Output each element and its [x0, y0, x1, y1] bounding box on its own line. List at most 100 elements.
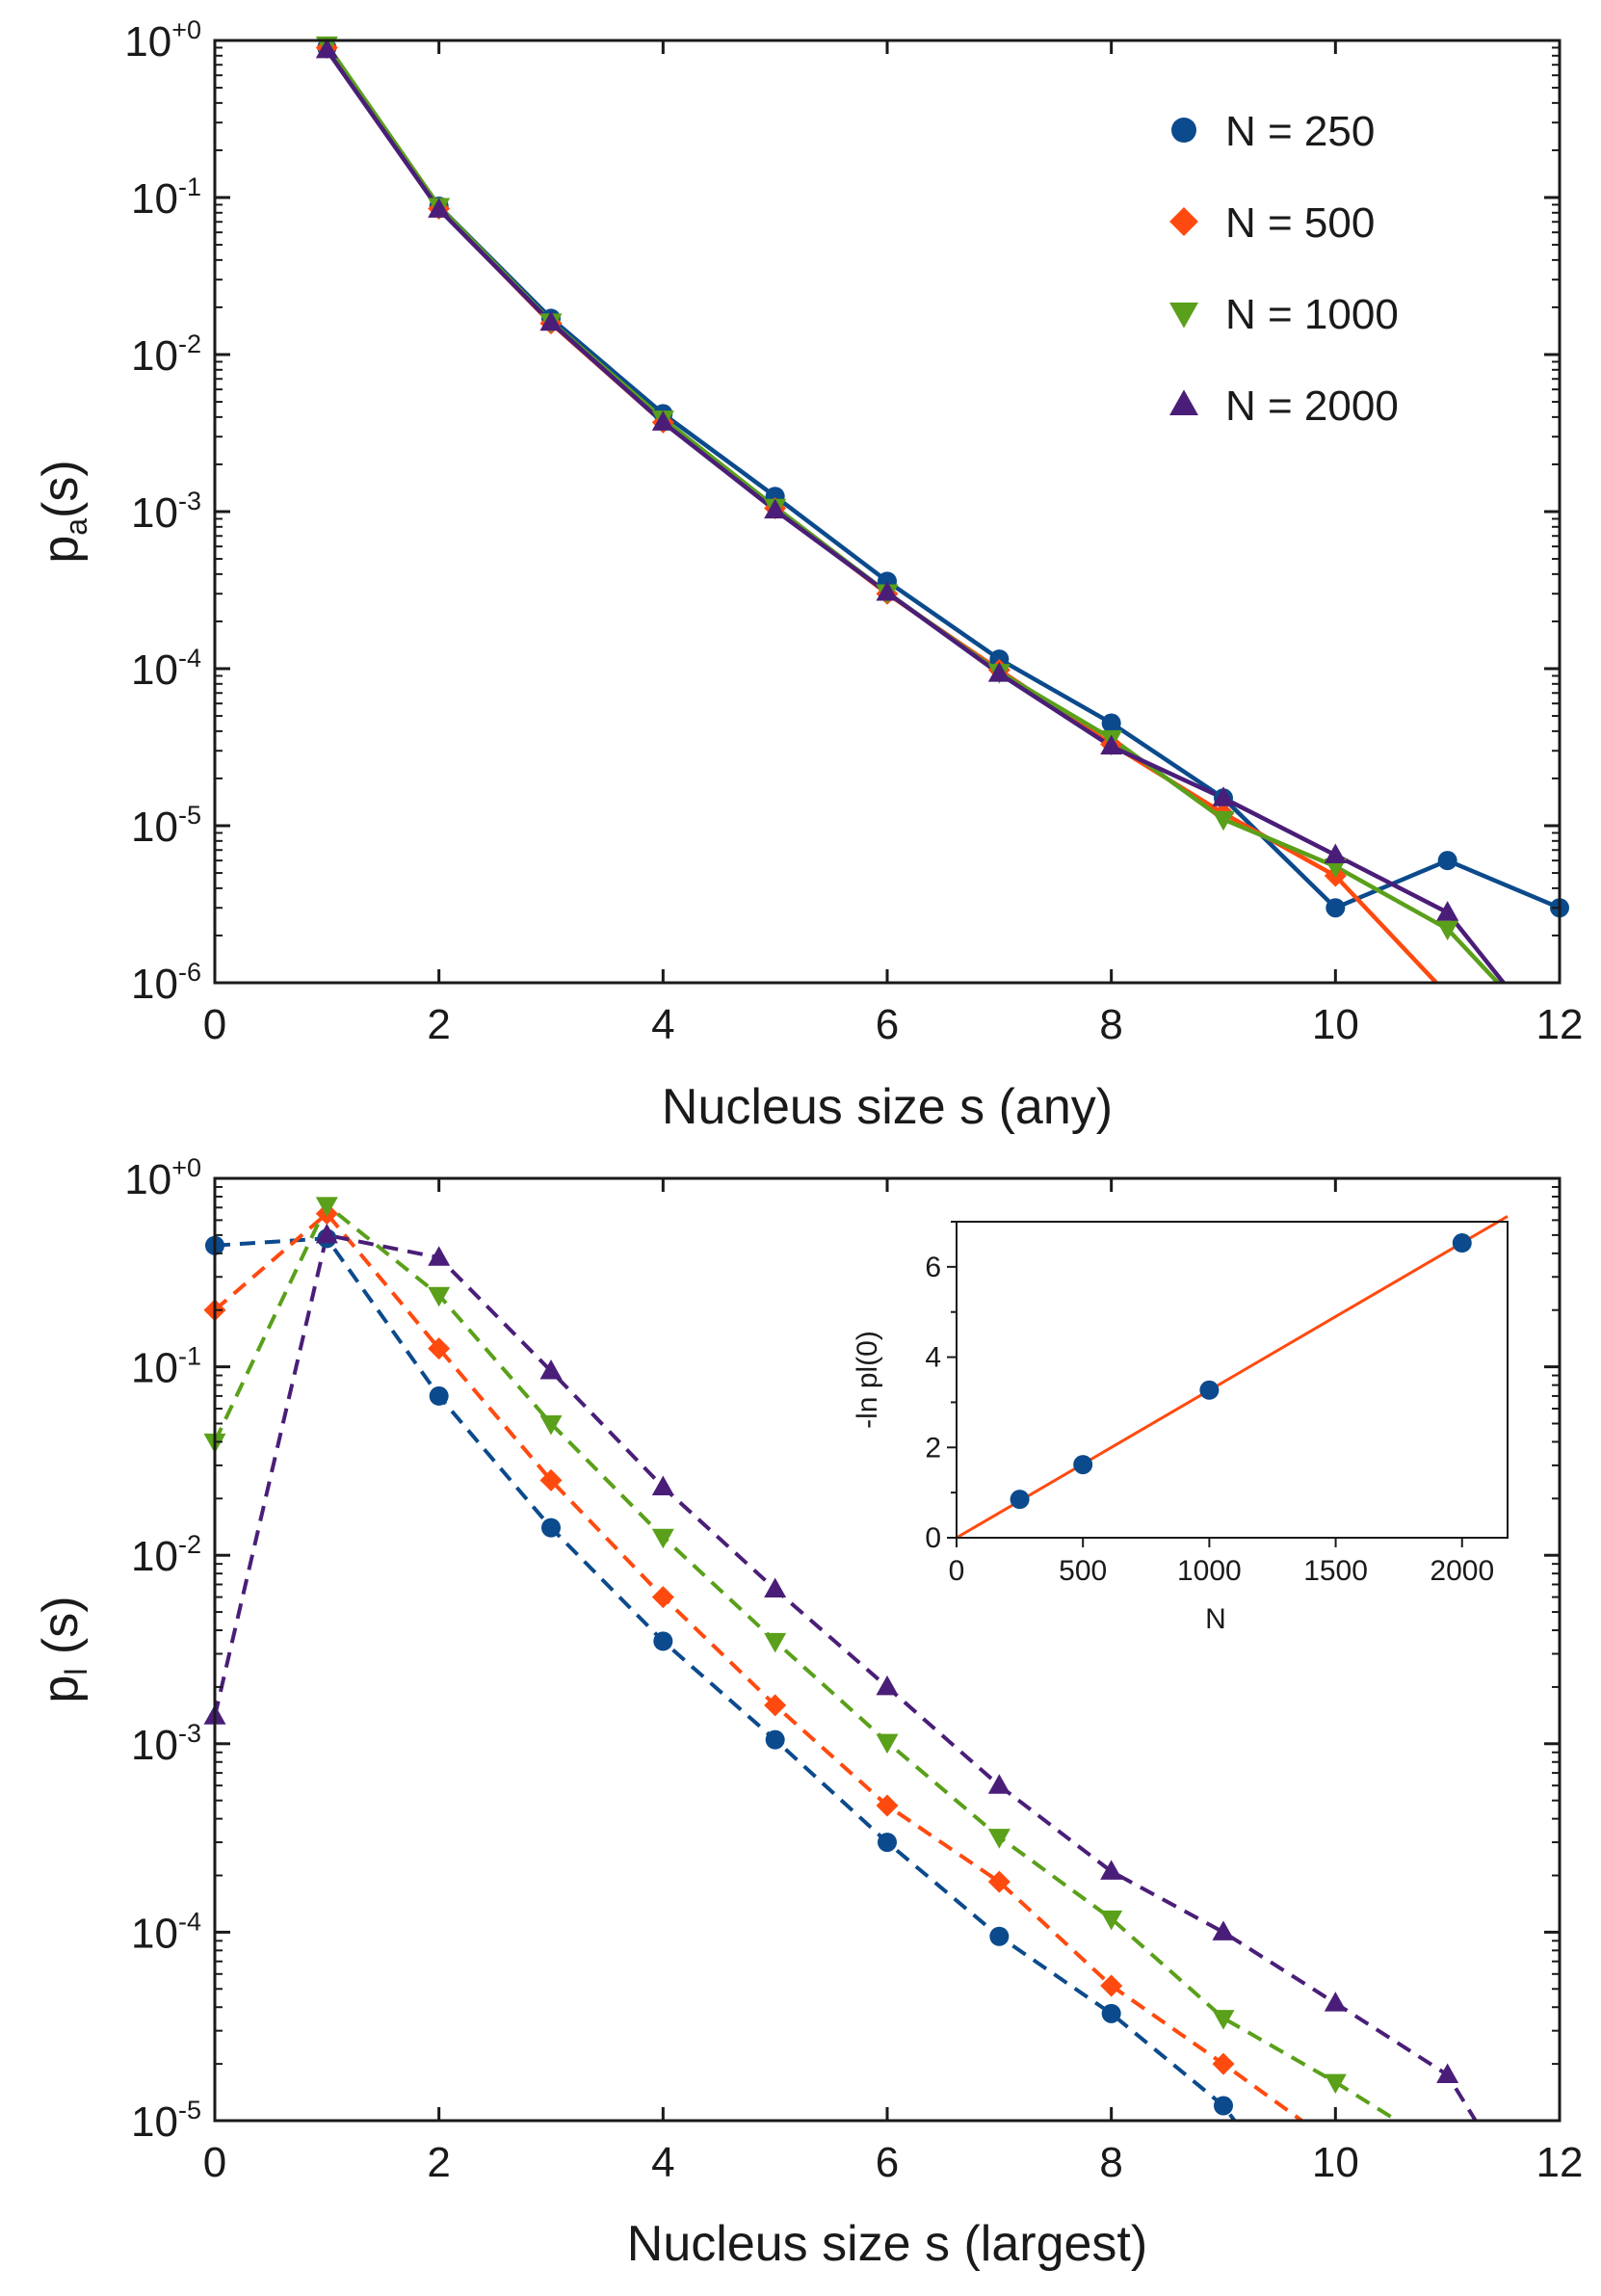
legend-label-N250: N = 250	[1225, 108, 1375, 155]
inset-x-tick-label: 500	[1059, 1555, 1107, 1587]
top-legend: N = 250 N = 500 N = 1000 N = 2000	[1169, 108, 1399, 430]
bottom-point-N500	[987, 1870, 1010, 1893]
inset-y-tick-label: 0	[925, 1522, 941, 1554]
bottom-x-tick-label: 10	[1312, 2139, 1359, 2186]
bottom-point-N250	[1101, 2003, 1121, 2023]
bottom-y-axis-p: p	[33, 1676, 89, 1703]
top-y-axis-subscript: a	[59, 518, 93, 536]
top-x-tick-label: 0	[203, 1001, 226, 1048]
inset-y-tick-label: 2	[925, 1432, 941, 1464]
top-point-N250	[1101, 713, 1121, 733]
legend-label-N1000: N = 1000	[1225, 291, 1399, 338]
bottom-point-N1000	[764, 1632, 787, 1653]
top-y-tick-exponent: -6	[178, 958, 201, 987]
bottom-x-axis-title: Nucleus size s (largest)	[627, 2216, 1147, 2272]
bottom-point-N250	[878, 1833, 897, 1853]
bottom-point-N1000	[1212, 2010, 1235, 2030]
bottom-y-ticks: 10+010-110-210-310-410-5	[124, 1153, 1560, 2146]
top-point-N2000	[1212, 786, 1235, 806]
bottom-y-tick-exponent: -3	[178, 1719, 201, 1748]
bottom-x-tick-label: 8	[1099, 2139, 1122, 2186]
top-series-line-N2000	[325, 48, 1506, 983]
top-series-line-N1000	[325, 43, 1500, 983]
top-x-tick-label: 6	[876, 1001, 899, 1048]
bottom-point-N2000	[876, 1675, 899, 1696]
top-series-line-N250	[325, 46, 1561, 910]
top-y-tick-exponent: -5	[178, 801, 201, 830]
bottom-y-axis-suffix: (s)	[33, 1596, 89, 1668]
top-point-N1000	[1212, 810, 1235, 831]
inset-point	[1073, 1455, 1093, 1475]
bottom-point-N1000	[315, 1197, 338, 1217]
bottom-y-tick-label: 10-4	[131, 1907, 201, 1957]
bottom-y-tick-exponent: -1	[178, 1342, 201, 1371]
bottom-point-N2000	[1100, 1860, 1123, 1880]
inset-point	[1199, 1380, 1220, 1400]
legend-marker-N2000	[1169, 389, 1198, 416]
bottom-point-N2000	[987, 1774, 1010, 1794]
inset-point	[1010, 1490, 1030, 1510]
top-point-N1000	[1436, 920, 1459, 941]
bottom-point-N1000	[876, 1733, 899, 1755]
bottom-point-N2000	[764, 1577, 787, 1597]
bottom-point-N1000	[1324, 2073, 1347, 2095]
top-x-tick-label: 8	[1099, 1001, 1122, 1048]
top-point-N250	[1437, 851, 1457, 871]
top-x-tick-label: 12	[1536, 1001, 1584, 1048]
top-x-ticks: 0 2 4 6 8 10 12	[203, 40, 1584, 1048]
legend-marker-N250	[1171, 118, 1196, 143]
bottom-point-N250	[653, 1631, 673, 1651]
bottom-point-N2000	[428, 1246, 451, 1266]
top-x-tick-label: 2	[427, 1001, 450, 1048]
top-y-tick-label: 10-5	[131, 801, 201, 851]
top-y-tick-exponent: -1	[178, 172, 201, 201]
bottom-x-tick-label: 12	[1536, 2139, 1584, 2186]
bottom-point-N1000	[539, 1414, 563, 1436]
inset-x-tick-label: 0	[949, 1555, 965, 1587]
inset-x-tick-label: 2000	[1430, 1555, 1494, 1587]
bottom-point-N2000	[1324, 1992, 1347, 2012]
inset-x-ticks: 0 500 1000 1500 2000	[949, 1538, 1494, 1587]
top-y-tick-label: 10-4	[131, 644, 201, 694]
inset-y-tick-label: 6	[925, 1252, 941, 1283]
inset-plot: 0 500 1000 1500 2000 0 2 4 6 N -ln pl(0)	[852, 1215, 1509, 1635]
bottom-point-N500	[651, 1586, 674, 1609]
top-y-tick-exponent: +0	[171, 15, 201, 44]
bottom-y-tick-label: 10+0	[124, 1153, 201, 1203]
top-y-axis-title: pa(s)	[33, 460, 93, 563]
top-point-N2000	[1324, 843, 1347, 863]
bottom-point-N250	[541, 1517, 561, 1538]
legend-label-N500: N = 500	[1225, 199, 1375, 247]
bottom-point-N2000	[539, 1359, 563, 1380]
top-y-tick-base: 10	[131, 647, 178, 694]
bottom-series-line-N1000	[213, 1202, 1399, 2121]
bottom-y-tick-label: 10-5	[131, 2096, 201, 2146]
top-y-tick-label: 10+0	[124, 15, 201, 66]
top-y-ticks: 10+010-110-210-310-410-510-6	[124, 15, 1560, 1008]
top-point-N2000	[539, 310, 563, 331]
bottom-point-N500	[1212, 2052, 1235, 2075]
top-x-tick-label: 4	[651, 1001, 674, 1048]
bottom-point-N1000	[987, 1829, 1010, 1849]
bottom-x-tick-label: 4	[651, 2139, 674, 2186]
bottom-y-tick-exponent: -4	[178, 1907, 201, 1936]
top-plot-frame	[213, 39, 1562, 985]
inset-fit-line	[956, 1215, 1509, 1540]
top-y-tick-base: 10	[131, 332, 178, 380]
top-point-N2000	[987, 662, 1010, 682]
bottom-point-N2000	[315, 1223, 338, 1244]
bottom-data-marks	[203, 1197, 1478, 2121]
bottom-y-tick-base: 10	[131, 2098, 178, 2146]
top-y-tick-exponent: -4	[178, 644, 201, 673]
top-x-tick-label: 10	[1312, 1001, 1359, 1048]
legend-label-N2000: N = 2000	[1225, 383, 1399, 430]
bottom-x-tick-label: 0	[203, 2139, 226, 2186]
top-y-tick-label: 10-1	[131, 172, 201, 223]
inset-y-axis-title: -ln pl(0)	[852, 1331, 883, 1429]
top-y-tick-base: 10	[131, 961, 178, 1008]
top-point-N2000	[315, 38, 338, 59]
inset-frame	[956, 1221, 1509, 1539]
inset-y-tick-label: 4	[925, 1342, 941, 1374]
bottom-y-tick-base: 10	[131, 1910, 178, 1957]
bottom-point-N500	[764, 1694, 787, 1717]
